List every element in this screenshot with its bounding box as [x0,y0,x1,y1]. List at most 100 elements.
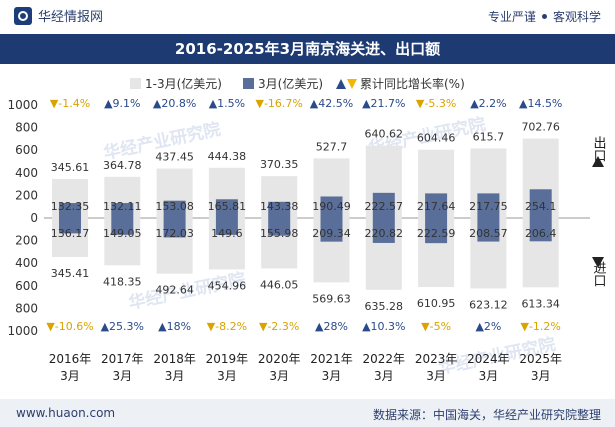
import-growth-label: ▼-1.2% [521,320,561,333]
export-cumulative-label: 527.7 [316,140,348,153]
import-growth-label: ▼-2.3% [259,320,299,333]
import-monthly-label: 149.05 [103,227,142,240]
x-tick-label-month: 3月 [217,369,237,383]
export-monthly-label: 143.38 [260,200,299,213]
export-growth-label: ▲21.7% [362,97,405,110]
import-monthly-label: 136.17 [51,227,90,240]
import-monthly-label: 206.4 [525,227,557,240]
x-tick-label-year: 2022年 [363,352,406,366]
import-cumulative-label: 345.41 [51,267,90,280]
huajing-logo-icon [14,6,32,25]
import-monthly-label: 220.82 [365,227,404,240]
legend-up-triangle-icon [336,79,346,89]
import-growth-label: ▼-5% [421,320,451,333]
x-tick-label-month: 3月 [531,369,551,383]
bar-export-monthly [268,201,291,218]
export-cumulative-label: 364.78 [103,159,142,172]
y-tick-label: 400 [15,256,38,270]
import-cumulative-label: 454.96 [208,279,247,292]
export-growth-label: ▲9.1% [104,97,140,110]
x-tick-label-year: 2016年 [49,352,92,366]
x-tick-label-month: 3月 [60,369,80,383]
legend-swatch-monthly [243,78,254,89]
x-tick-label-month: 3月 [112,369,132,383]
x-tick-label-month: 3月 [322,369,342,383]
x-tick-label-year: 2023年 [415,352,458,366]
export-cumulative-label: 702.76 [521,121,560,134]
y-tick-label: 1000 [7,324,38,338]
bar-export-monthly [163,200,186,218]
y-tick-label: 1000 [7,98,38,112]
export-monthly-label: 190.49 [312,200,351,213]
export-cumulative-label: 345.61 [51,161,90,174]
export-cumulative-label: 444.38 [208,150,247,163]
export-monthly-label: 132.11 [103,200,142,213]
x-tick-label-month: 3月 [165,369,185,383]
export-cumulative-label: 437.45 [155,151,194,164]
export-monthly-label: 132.35 [51,200,90,213]
x-tick-label-year: 2017年 [101,352,144,366]
bar-export-monthly [59,203,81,218]
export-growth-label: ▲2.2% [470,97,506,110]
import-monthly-label: 172.03 [155,227,194,240]
bar-import-monthly [268,218,291,236]
export-cumulative-label: 640.62 [365,128,404,141]
export-monthly-label: 217.75 [469,200,508,213]
import-cumulative-label: 569.63 [312,292,351,305]
import-growth-label: ▼-8.2% [207,320,247,333]
import-cumulative-label: 613.34 [521,297,560,310]
import-cumulative-label: 623.12 [469,298,508,311]
y-tick-label: 0 [30,211,38,225]
import-growth-label: ▲18% [158,320,191,333]
bullet-dot-icon [541,14,547,19]
export-monthly-label: 254.1 [525,200,557,213]
slogan: 专业严谨 客观科学 [488,8,601,25]
bar-export-monthly [111,203,134,218]
y-tick-label: 400 [15,166,38,180]
export-cumulative-label: 604.46 [417,132,456,145]
export-monthly-label: 153.08 [155,200,194,213]
legend-label-cumulative: 1-3月(亿美元) [145,76,222,91]
y-tick-label: 800 [15,301,38,315]
brand[interactable]: 华经情报网 [14,6,103,25]
export-monthly-label: 217.64 [417,200,456,213]
bar-import-monthly [59,218,81,234]
legend-label-growth: 累计同比增长率(%) [360,76,465,91]
x-tick-label-year: 2024年 [467,352,510,366]
export-growth-label: ▼-5.3% [416,97,456,110]
bar-export-monthly [372,192,395,218]
bar-import-monthly [111,218,134,235]
legend-swatch-cumulative [130,78,141,89]
x-tick-label-year: 2025年 [519,352,562,366]
y-tick-label: 600 [15,279,38,293]
legend-label-monthly: 3月(亿美元) [258,76,323,91]
x-tick-label-month: 3月 [479,369,499,383]
bar-import-monthly [477,218,500,242]
bar-export-monthly [320,196,343,218]
export-growth-label: ▲20.8% [153,97,196,110]
import-cumulative-label: 418.35 [103,275,142,288]
bar-export-monthly [477,193,500,218]
export-monthly-label: 222.57 [365,200,404,213]
export-cumulative-label: 615.7 [473,130,505,143]
y-tick-label: 200 [15,188,38,202]
x-tick-label-year: 2020年 [258,352,301,366]
bar-import-monthly [425,218,448,244]
slogan-tag-2: 客观科学 [552,10,601,24]
bar-import-monthly [163,218,186,238]
slogan-tag-1: 专业严谨 [487,10,536,24]
bar-import-monthly [529,218,552,242]
import-monthly-label: 149.6 [211,227,243,240]
import-growth-label: ▼-10.6% [46,320,93,333]
top-bar: 华经情报网 专业严谨 客观科学 [0,0,615,34]
footer-url[interactable]: www.huaon.com [16,406,116,420]
export-growth-label: ▼-1.4% [50,97,90,110]
x-tick-label-year: 2019年 [206,352,249,366]
x-tick-label-year: 2018年 [153,352,196,366]
y-tick-label: 800 [15,121,38,135]
bar-import-monthly [215,218,238,235]
y-tick-label: 600 [15,143,38,157]
export-growth-label: ▲14.5% [519,97,562,110]
import-monthly-label: 208.57 [469,227,508,240]
legend-down-triangle-icon [347,79,357,89]
